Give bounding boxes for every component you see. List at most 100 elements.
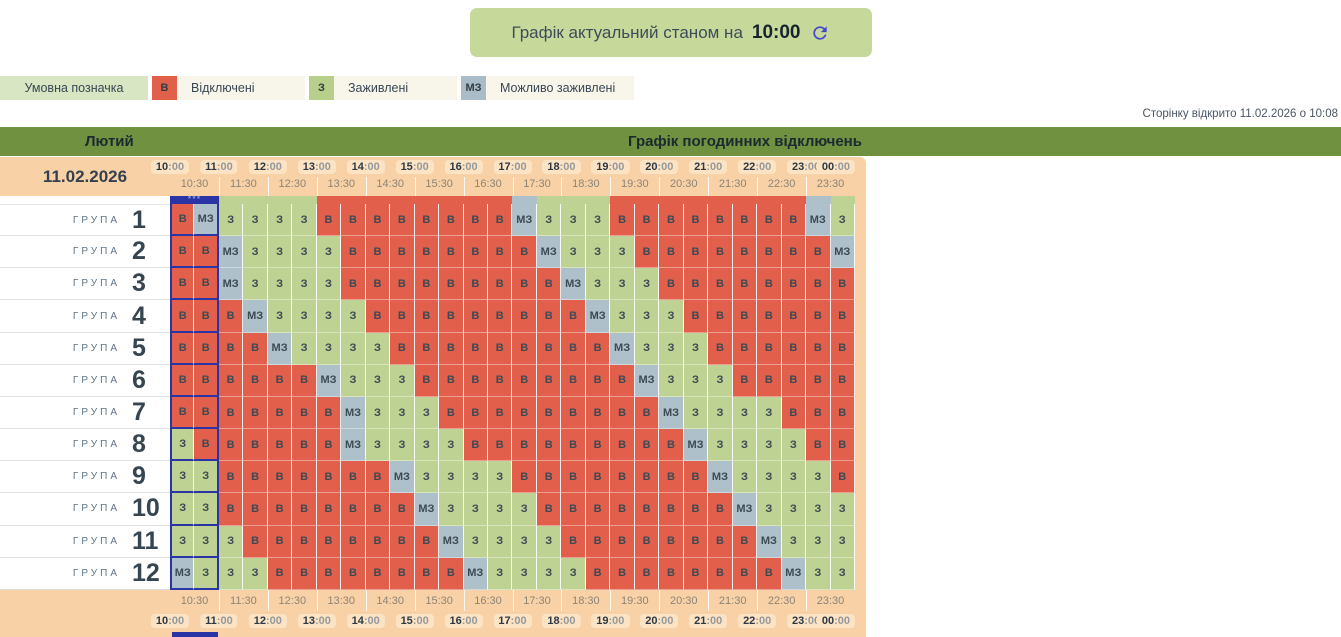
schedule-cell: В <box>365 525 391 558</box>
schedule-cell: В <box>267 557 293 590</box>
schedule-cell: В <box>488 236 513 269</box>
schedule-cell: З <box>512 493 537 526</box>
schedule-cell: З <box>585 204 611 237</box>
schedule-cell: З <box>194 461 219 494</box>
schedule-cell: В <box>439 204 464 237</box>
schedule-cell: З <box>806 461 831 494</box>
strip-cell <box>365 196 391 204</box>
schedule-cell: В <box>439 396 464 430</box>
schedule-cell: В <box>488 300 513 333</box>
schedule-cell: В <box>341 268 366 301</box>
schedule-cell: З <box>781 429 807 462</box>
group-number: 3 <box>132 269 146 298</box>
hour-divider <box>659 177 661 196</box>
schedule-cell: З <box>610 236 635 269</box>
refresh-icon[interactable] <box>810 23 830 43</box>
schedule-cell: В <box>659 236 684 269</box>
schedule-cell: В <box>170 396 195 430</box>
schedule-cell: З <box>683 364 709 397</box>
hour-divider <box>414 590 416 611</box>
schedule-cell: В <box>536 300 562 333</box>
group-number: 6 <box>132 365 146 394</box>
strip-cell <box>806 196 831 204</box>
schedule-cell: В <box>170 300 195 333</box>
schedule-cell: В <box>292 396 317 430</box>
schedule-row: В В МЗ З З З З В В В В В В В В МЗ З З З В В В В В В В В МЗ <box>170 236 855 269</box>
schedule-cell: З <box>316 236 342 269</box>
current-time-marker: *** <box>170 196 219 204</box>
schedule-cell: З <box>170 525 195 558</box>
schedule-cell: З <box>170 461 195 494</box>
strip-cell <box>561 196 586 204</box>
schedule-cell: В <box>267 429 293 462</box>
half-hour-label-footer: 22:30 <box>767 595 796 607</box>
schedule-cell: З <box>218 525 244 558</box>
schedule-cell: В <box>536 429 562 462</box>
strip-cell <box>512 196 537 204</box>
schedule-cell: З <box>365 396 391 430</box>
schedule-cell: В <box>732 236 758 269</box>
schedule-cell: З <box>194 525 219 558</box>
schedule-cell: В <box>732 204 758 237</box>
schedule-row: МЗ З З З В В В В В В В В МЗ З З З З В В В В В В В В МЗ З З <box>170 557 855 590</box>
schedule-cell: В <box>488 429 513 462</box>
schedule-row: З З В В В В В В В В МЗ З З З З В В В В В В В В МЗ З З З З <box>170 493 855 526</box>
schedule-cell: В <box>610 429 635 462</box>
legend-chip-on: З <box>309 76 334 100</box>
schedule-cell: З <box>194 493 219 526</box>
schedule-cell: В <box>634 461 660 494</box>
schedule-cell: З <box>488 493 513 526</box>
strip-cell <box>218 196 244 204</box>
hour-label-header: 21:00 <box>689 160 728 174</box>
schedule-cell: В <box>463 364 489 397</box>
schedule-cell: З <box>708 429 733 462</box>
schedule-cell: В <box>341 525 366 558</box>
schedule-cell: З <box>536 525 562 558</box>
status-banner: Графік актуальний станом на 10:00 <box>469 8 872 57</box>
schedule-table: 11.02.2026 10:00 11:00 12:00 13:00 14:00 15:0… <box>0 157 866 637</box>
group-label: ГРУПА 5 <box>0 333 170 365</box>
schedule-cell: В <box>194 429 219 462</box>
group-number: 1 <box>132 205 146 234</box>
schedule-cell: З <box>267 204 293 237</box>
schedule-cell: В <box>267 493 293 526</box>
schedule-cell: В <box>708 300 733 333</box>
half-hour-label-footer: 18:30 <box>572 595 600 607</box>
schedule-cell: В <box>830 300 855 333</box>
schedule-cell: В <box>267 396 293 430</box>
schedule-cell: В <box>781 300 807 333</box>
schedule-cell: В <box>414 557 440 590</box>
schedule-cell: З <box>439 493 464 526</box>
schedule-cell: В <box>683 236 709 269</box>
schedule-cell: В <box>806 332 831 365</box>
strip-cell <box>463 196 489 204</box>
schedule-cell: В <box>439 300 464 333</box>
schedule-cell: В <box>585 461 611 494</box>
schedule-cell: В <box>634 204 660 237</box>
schedule-cell: В <box>659 557 684 590</box>
schedule-cell: В <box>267 525 293 558</box>
schedule-cell: В <box>316 493 342 526</box>
schedule-cell: З <box>732 461 758 494</box>
hour-divider <box>267 177 269 196</box>
schedule-cell: В <box>414 300 440 333</box>
schedule-cell: З <box>365 364 391 397</box>
legend-label-on: Заживлені <box>334 76 457 100</box>
group-label: ГРУПА 2 <box>0 236 170 269</box>
legend-chip-off: В <box>152 76 177 100</box>
schedule-cell: З <box>536 204 562 237</box>
hour-divider <box>463 177 465 196</box>
schedule-date: 11.02.2026 <box>42 167 128 186</box>
schedule-cell: В <box>292 557 317 590</box>
schedule-cell: В <box>585 525 611 558</box>
group-label: ГРУПА 10 <box>0 493 170 526</box>
schedule-cell: З <box>659 332 684 365</box>
schedule-cell: В <box>390 525 415 558</box>
schedule-cell: В <box>243 461 268 494</box>
schedule-cell: В <box>316 557 342 590</box>
schedule-cell: В <box>194 236 219 269</box>
schedule-cell: З <box>341 332 366 365</box>
schedule-cell: В <box>806 364 831 397</box>
schedule-cell: В <box>757 557 782 590</box>
schedule-cell: В <box>341 461 366 494</box>
